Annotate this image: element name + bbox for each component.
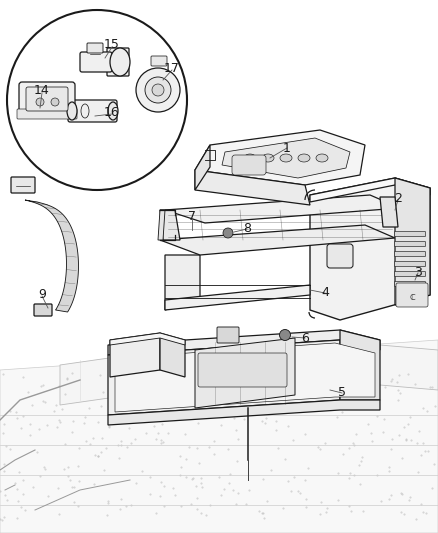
FancyBboxPatch shape — [34, 304, 52, 316]
Ellipse shape — [280, 154, 292, 162]
FancyBboxPatch shape — [68, 100, 117, 122]
Ellipse shape — [67, 102, 77, 120]
Text: 5: 5 — [338, 386, 346, 400]
FancyBboxPatch shape — [395, 241, 425, 246]
Polygon shape — [115, 343, 375, 412]
Polygon shape — [195, 130, 365, 185]
Ellipse shape — [316, 154, 328, 162]
Ellipse shape — [110, 48, 130, 76]
Ellipse shape — [298, 154, 310, 162]
Text: 3: 3 — [414, 266, 422, 279]
Text: 9: 9 — [38, 287, 46, 301]
Circle shape — [136, 68, 180, 112]
FancyBboxPatch shape — [395, 252, 425, 256]
FancyBboxPatch shape — [232, 155, 266, 175]
FancyBboxPatch shape — [19, 82, 75, 118]
Text: 14: 14 — [34, 85, 50, 98]
Polygon shape — [222, 138, 350, 178]
Text: 6: 6 — [301, 332, 309, 344]
Polygon shape — [195, 145, 210, 190]
Polygon shape — [195, 170, 310, 205]
FancyBboxPatch shape — [395, 231, 425, 237]
Text: 2: 2 — [394, 191, 402, 205]
Text: ℂ: ℂ — [409, 294, 415, 303]
Text: 16: 16 — [104, 106, 120, 118]
FancyBboxPatch shape — [396, 283, 428, 307]
Polygon shape — [310, 178, 430, 320]
Polygon shape — [0, 340, 438, 533]
Circle shape — [51, 98, 59, 106]
FancyBboxPatch shape — [17, 109, 77, 119]
Ellipse shape — [108, 102, 118, 120]
Text: 17: 17 — [164, 61, 180, 75]
Circle shape — [145, 77, 171, 103]
Polygon shape — [60, 340, 438, 405]
Text: 15: 15 — [104, 38, 120, 52]
Circle shape — [279, 329, 290, 341]
Circle shape — [152, 84, 164, 96]
FancyBboxPatch shape — [80, 52, 112, 72]
Polygon shape — [380, 197, 398, 227]
Polygon shape — [160, 210, 180, 240]
FancyBboxPatch shape — [327, 244, 353, 268]
FancyBboxPatch shape — [26, 87, 68, 111]
FancyBboxPatch shape — [107, 48, 129, 76]
FancyBboxPatch shape — [395, 262, 425, 266]
Polygon shape — [160, 225, 395, 255]
FancyBboxPatch shape — [395, 281, 425, 287]
Ellipse shape — [244, 154, 256, 162]
Polygon shape — [165, 195, 400, 223]
Polygon shape — [395, 178, 430, 305]
Polygon shape — [110, 333, 160, 377]
Ellipse shape — [262, 154, 274, 162]
FancyBboxPatch shape — [11, 177, 35, 193]
FancyBboxPatch shape — [217, 327, 239, 343]
Polygon shape — [108, 400, 380, 425]
Circle shape — [223, 228, 233, 238]
Text: 1: 1 — [283, 141, 291, 155]
Polygon shape — [310, 178, 430, 202]
Polygon shape — [160, 333, 185, 377]
Text: 8: 8 — [243, 222, 251, 236]
Polygon shape — [165, 255, 200, 310]
Polygon shape — [195, 338, 295, 408]
Polygon shape — [110, 333, 185, 345]
Text: 4: 4 — [321, 287, 329, 300]
Polygon shape — [25, 200, 78, 312]
Polygon shape — [108, 330, 380, 355]
FancyBboxPatch shape — [87, 43, 103, 53]
Polygon shape — [158, 210, 165, 240]
Circle shape — [36, 98, 44, 106]
Polygon shape — [108, 340, 340, 415]
Text: 7: 7 — [188, 211, 196, 223]
Polygon shape — [165, 285, 310, 310]
Polygon shape — [340, 330, 380, 400]
FancyBboxPatch shape — [198, 353, 287, 387]
FancyBboxPatch shape — [151, 56, 167, 66]
FancyBboxPatch shape — [395, 271, 425, 277]
